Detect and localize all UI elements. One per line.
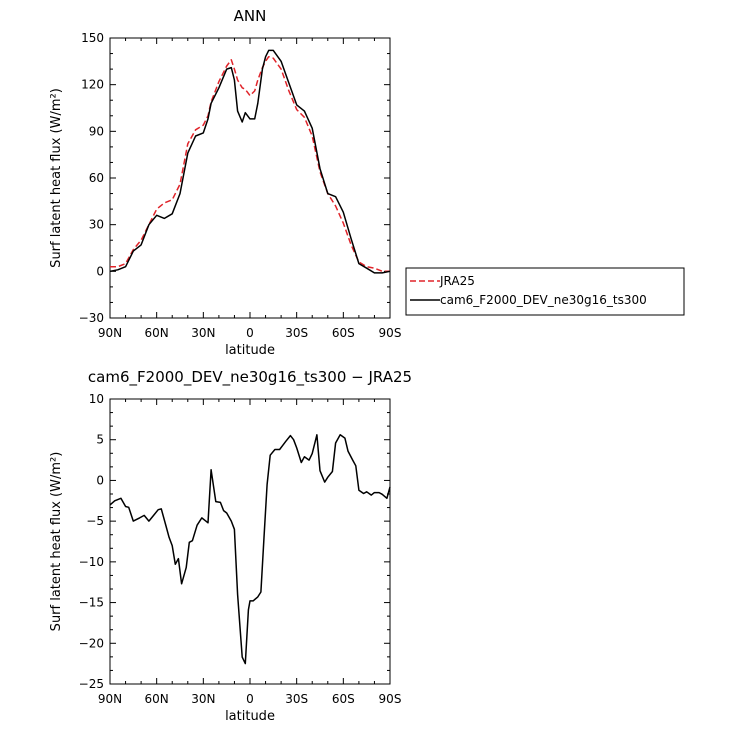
legend-box bbox=[405, 267, 685, 316]
panel2-xtick-label: 90N bbox=[98, 692, 122, 706]
panel1-title: ANN bbox=[234, 7, 267, 25]
panel2-series-difference-line bbox=[109, 434, 391, 665]
panel1-ytick-label: 120 bbox=[81, 78, 104, 92]
panel2-frame bbox=[109, 398, 391, 685]
panel1-ylabel: Surf latent heat flux (W/m²) bbox=[49, 88, 64, 268]
panel1-xtick-label: 0 bbox=[246, 326, 254, 340]
panel2-title: cam6_F2000_DEV_ne30g16_ts300 − JRA25 bbox=[88, 368, 412, 387]
panel1-xlabel: latitude bbox=[225, 343, 275, 358]
panel2-ytick-label: −5 bbox=[86, 514, 104, 528]
panel2-xtick-label: 30S bbox=[285, 692, 308, 706]
panel2-ytick-label: 10 bbox=[89, 392, 104, 406]
panel1-frame bbox=[109, 37, 391, 319]
legend-label-cam6-f2000-dev-ne30g16-ts300: cam6_F2000_DEV_ne30g16_ts300 bbox=[440, 293, 647, 307]
panel1-xtick-label: 30N bbox=[191, 326, 215, 340]
panel2-ytick-label: −10 bbox=[79, 555, 104, 569]
panel2-xtick-label: 30N bbox=[191, 692, 215, 706]
panel2-ylabel: Surf latent heat flux (W/m²) bbox=[49, 452, 64, 632]
legend-label-jra25: JRA25 bbox=[439, 274, 475, 288]
panel1-xtick-label: 30S bbox=[285, 326, 308, 340]
panel2-ytick-label: 0 bbox=[96, 473, 104, 487]
panel1-xtick-label: 60N bbox=[145, 326, 169, 340]
panel1-ytick-label: 90 bbox=[89, 124, 104, 138]
panel1-series-jra25-line bbox=[110, 55, 390, 273]
panel1-ytick-label: −30 bbox=[79, 311, 104, 325]
panel2-xtick-label: 60S bbox=[332, 692, 355, 706]
panel2-xtick-label: 90S bbox=[379, 692, 402, 706]
panel1-xtick-label: 90N bbox=[98, 326, 122, 340]
panel1-ytick-label: 60 bbox=[89, 171, 104, 185]
panel1-xtick-label: 90S bbox=[379, 326, 402, 340]
panel1-xtick-label: 60S bbox=[332, 326, 355, 340]
panel2-xlabel: latitude bbox=[225, 709, 275, 724]
panel1-series-cam6-f2000-dev-ne30g16-ts300-line bbox=[109, 49, 391, 274]
panel2-ytick-label: −25 bbox=[79, 677, 104, 691]
panel2-ytick-label: −20 bbox=[79, 636, 104, 650]
panel2-xtick-label: 60N bbox=[145, 692, 169, 706]
panel2-xtick-label: 0 bbox=[246, 692, 254, 706]
panel2-ytick-label: −15 bbox=[79, 596, 104, 610]
panel1-ytick-label: 0 bbox=[96, 264, 104, 278]
panel1-ytick-label: 30 bbox=[89, 218, 104, 232]
panel2-ytick-label: 5 bbox=[96, 433, 104, 447]
panel1-ytick-label: 150 bbox=[81, 31, 104, 45]
